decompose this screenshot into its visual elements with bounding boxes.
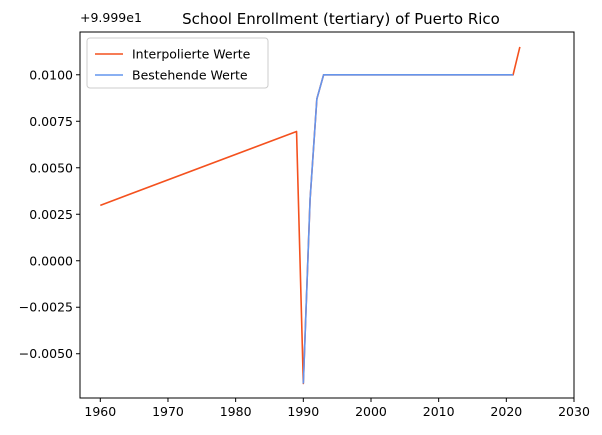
x-tick-label: 1960 bbox=[84, 404, 116, 419]
x-tick-label: 2010 bbox=[423, 404, 455, 419]
x-axis: 1960 1970 1980 1990 2000 2010 2020 2030 bbox=[84, 398, 590, 419]
x-tick-label: 2030 bbox=[558, 404, 590, 419]
y-tick-label: −0.0050 bbox=[19, 346, 73, 361]
legend-box bbox=[86, 37, 269, 89]
y-tick-label: 0.0050 bbox=[29, 160, 73, 175]
legend-label-2: Bestehende Werte bbox=[132, 68, 248, 83]
x-tick-label: 2000 bbox=[355, 404, 387, 419]
x-tick-label: 1980 bbox=[220, 404, 252, 419]
axes-frame bbox=[79, 31, 575, 399]
chart-title: School Enrollment (tertiary) of Puerto R… bbox=[182, 10, 500, 28]
legend-label-1: Interpolierte Werte bbox=[132, 47, 251, 62]
legend: Interpolierte Werte Bestehende Werte bbox=[86, 37, 269, 89]
series-line-2 bbox=[302, 73, 514, 384]
x-tick-label: 1990 bbox=[287, 404, 319, 419]
y-tick-label: 0.0000 bbox=[29, 253, 73, 268]
y-tick-label: 0.0075 bbox=[29, 114, 73, 129]
y-tick-label: −0.0025 bbox=[19, 300, 73, 315]
y-tick-label: 0.0025 bbox=[29, 207, 73, 222]
x-tick-label: 2020 bbox=[490, 404, 522, 419]
x-tick-label: 1970 bbox=[152, 404, 184, 419]
plot-area bbox=[79, 31, 575, 399]
y-axis: −0.0050 −0.0025 0.0000 0.0025 0.0050 0.0075 0.… bbox=[19, 67, 80, 361]
y-axis-offset-label: +9.999e1 bbox=[80, 10, 142, 25]
y-tick-label: 0.0100 bbox=[29, 67, 73, 82]
